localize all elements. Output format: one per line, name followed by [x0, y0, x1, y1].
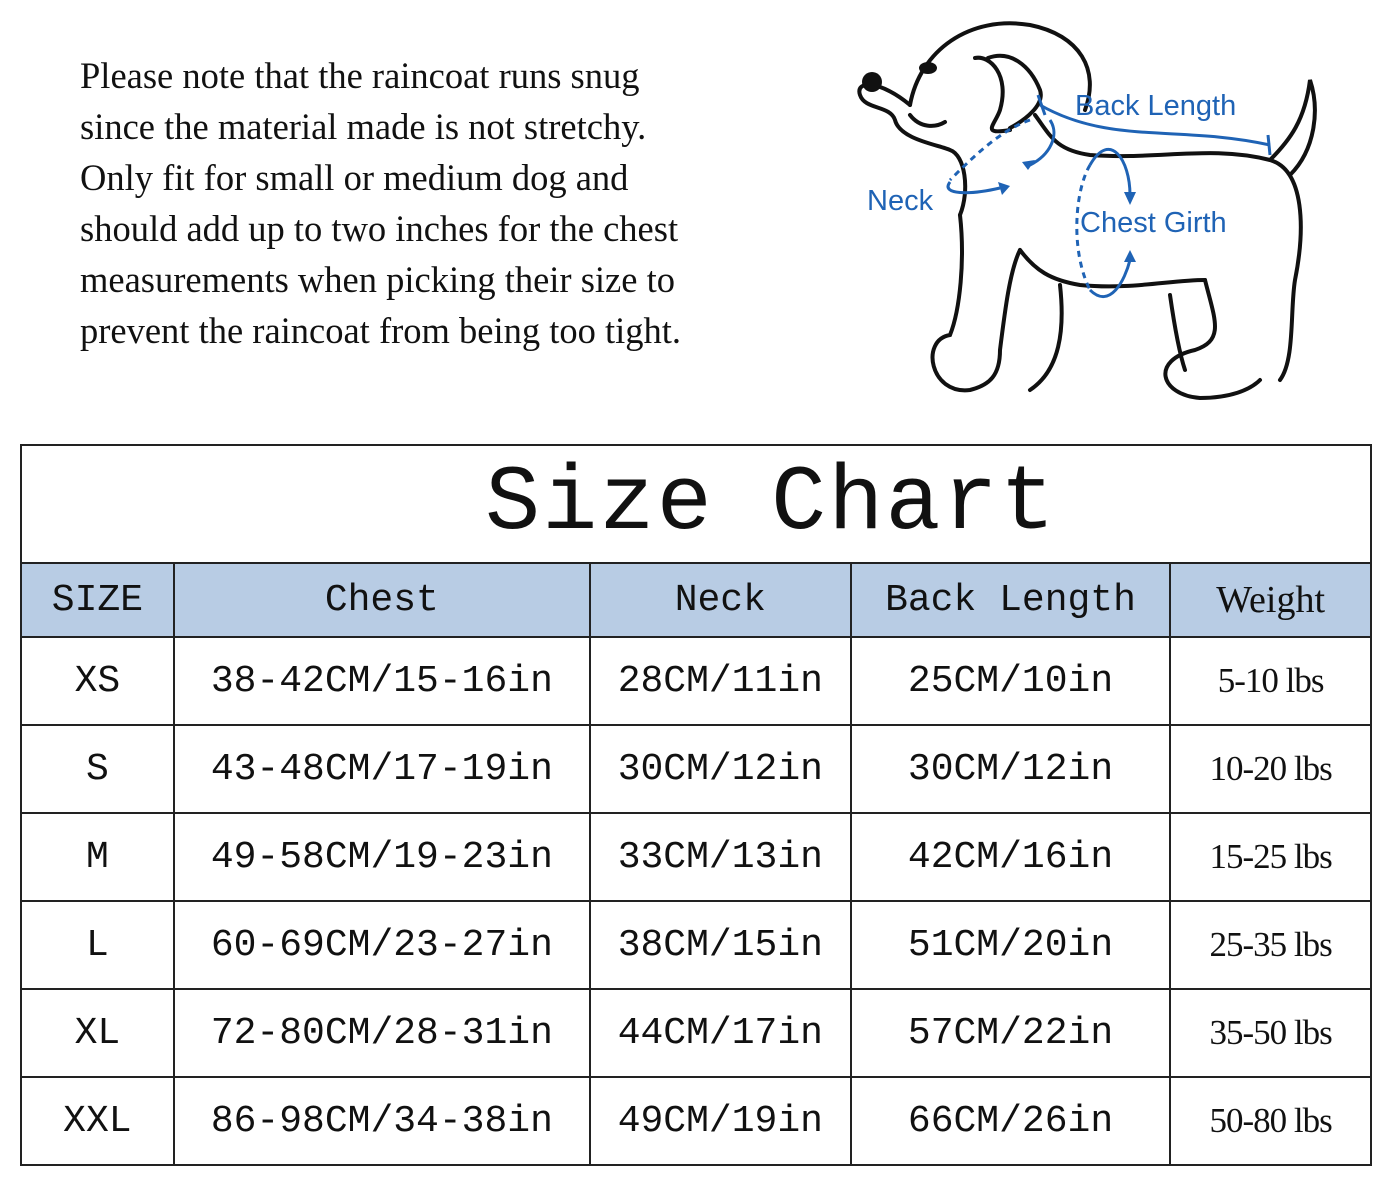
cell-chest: 72-80CM/28-31in — [172, 988, 591, 1078]
table-row: L 60-69CM/23-27in 38CM/15in 51CM/20in 25-35 … — [20, 900, 1372, 990]
table-row: XS 38-42CM/15-16in 28CM/11in 25CM/10in 5-10 … — [20, 636, 1372, 726]
cell-neck: 49CM/19in — [588, 1076, 852, 1166]
cell-weight: 15-25 lbs — [1169, 812, 1372, 902]
chest-girth-label: Chest Girth — [1080, 207, 1227, 239]
cell-chest: 43-48CM/17-19in — [172, 724, 591, 814]
table-row: XXL 86-98CM/34-38in 49CM/19in 66CM/26in 50-8… — [20, 1076, 1372, 1166]
cell-size: XL — [20, 988, 175, 1078]
cell-back-length: 30CM/12in — [849, 724, 1172, 814]
neck-arrow-icon — [948, 118, 1031, 182]
size-chart-table: Size Chart SIZE Chest Neck Back Length W… — [20, 444, 1372, 1166]
cell-neck: 30CM/12in — [588, 724, 852, 814]
table-row: XL 72-80CM/28-31in 44CM/17in 57CM/22in 35-50… — [20, 988, 1372, 1078]
cell-chest: 49-58CM/19-23in — [172, 812, 591, 902]
cell-size: XXL — [20, 1076, 175, 1166]
note-line: Only fit for small or medium dog and — [80, 157, 629, 198]
cell-weight: 25-35 lbs — [1169, 900, 1372, 990]
cell-chest: 86-98CM/34-38in — [172, 1076, 591, 1166]
note-line: prevent the raincoat from being too tigh… — [80, 310, 682, 351]
table-row: M 49-58CM/19-23in 33CM/13in 42CM/16in 15-25 … — [20, 812, 1372, 902]
cell-back-length: 57CM/22in — [849, 988, 1172, 1078]
note-line: since the material made is not stretchy. — [80, 106, 647, 147]
cell-back-length: 66CM/26in — [849, 1076, 1172, 1166]
cell-size: M — [20, 812, 175, 902]
cell-weight: 50-80 lbs — [1169, 1076, 1372, 1166]
note-line: measurements when picking their size to — [80, 259, 675, 300]
cell-neck: 33CM/13in — [588, 812, 852, 902]
back-length-arrow-icon — [1039, 103, 1271, 147]
cell-weight: 5-10 lbs — [1169, 636, 1372, 726]
neck-label: Neck — [867, 185, 934, 217]
note-line: should add up to two inches for the ches… — [80, 208, 679, 249]
cell-chest: 60-69CM/23-27in — [172, 900, 591, 990]
cell-chest: 38-42CM/15-16in — [172, 636, 591, 726]
cell-neck: 38CM/15in — [588, 900, 852, 990]
cell-neck: 44CM/17in — [588, 988, 852, 1078]
chest-girth-arrow-icon — [1075, 164, 1092, 291]
cell-weight: 10-20 lbs — [1169, 724, 1372, 814]
cell-neck: 28CM/11in — [588, 636, 852, 726]
column-header-neck: Neck — [588, 562, 852, 638]
dog-measurement-diagram: Back Length Neck Chest Girth — [857, 21, 1317, 401]
cell-back-length: 42CM/16in — [849, 812, 1172, 902]
table-row: S 43-48CM/17-19in 30CM/12in 30CM/12in 10-20 … — [20, 724, 1372, 814]
cell-size: S — [20, 724, 175, 814]
cell-back-length: 25CM/10in — [849, 636, 1172, 726]
cell-size: L — [20, 900, 175, 990]
size-chart-title: Size Chart — [20, 444, 1372, 564]
back-length-label: Back Length — [1075, 90, 1236, 122]
note-line: Please note that the raincoat runs snug — [80, 55, 640, 96]
column-header-weight: Weight — [1169, 562, 1372, 638]
table-header-row: SIZE Chest Neck Back Length Weight — [20, 562, 1372, 638]
fit-note: Please note that the raincoat runs snug … — [80, 50, 840, 356]
cell-weight: 35-50 lbs — [1169, 988, 1372, 1078]
cell-back-length: 51CM/20in — [849, 900, 1172, 990]
column-header-size: SIZE — [20, 562, 175, 638]
cell-size: XS — [20, 636, 175, 726]
column-header-chest: Chest — [172, 562, 591, 638]
column-header-back-length: Back Length — [849, 562, 1172, 638]
